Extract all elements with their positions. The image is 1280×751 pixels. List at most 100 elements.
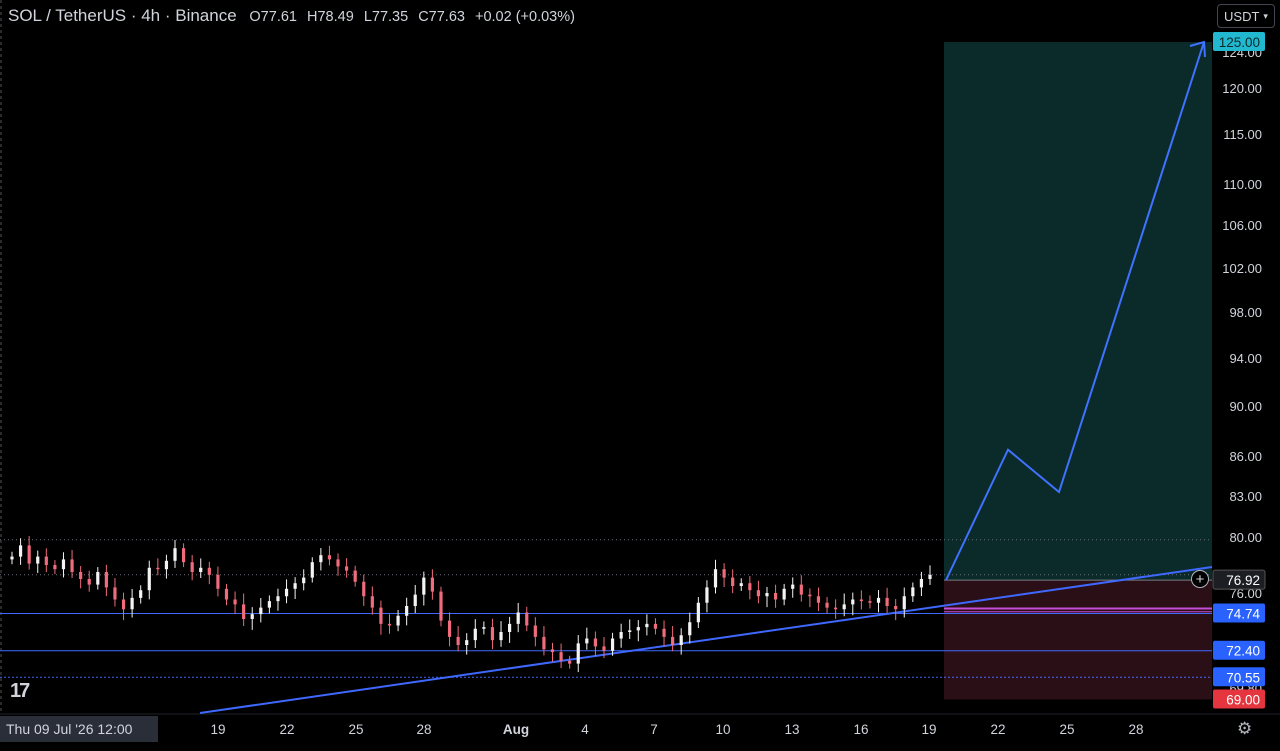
price-label-box: [1213, 32, 1265, 51]
candle-body: [302, 577, 306, 584]
candle-body: [164, 560, 169, 570]
x-tick-label: 19: [921, 722, 936, 737]
candle-body: [619, 632, 623, 639]
candle-body: [851, 599, 855, 605]
candle-body: [516, 612, 520, 624]
candle-body: [430, 577, 434, 592]
x-tick-label: 19: [210, 722, 225, 737]
candle-body: [902, 596, 906, 610]
y-tick-label: 98.00: [1229, 305, 1262, 320]
candle-body: [173, 548, 177, 561]
candle-body: [396, 615, 400, 626]
candle-body: [456, 636, 460, 645]
price-label-box: [1212, 569, 1266, 590]
symbol-title[interactable]: SOL / TetherUS · 4h · Binance: [8, 6, 237, 25]
candle-body: [130, 597, 134, 610]
y-tick-label: 94.00: [1229, 351, 1262, 366]
price-label-text: 72.40: [1226, 644, 1260, 659]
candle-body: [919, 579, 924, 588]
candle-body: [61, 559, 66, 570]
candle-body: [422, 577, 426, 595]
price-label-box: [1213, 689, 1265, 709]
candle-body: [576, 643, 580, 664]
candle-body: [10, 556, 14, 560]
x-tick-label: 25: [348, 722, 363, 737]
candle-body: [199, 567, 203, 572]
candle-body: [688, 622, 692, 636]
candle-body: [284, 588, 289, 597]
crosshair-date-label: Thu 09 Jul '26 12:00: [0, 716, 158, 742]
y-tick-label: 90.00: [1229, 399, 1262, 414]
candle-body: [259, 607, 263, 615]
candle-body: [808, 594, 812, 597]
y-tick-label: 110.00: [1223, 177, 1262, 192]
candle-body: [662, 628, 666, 637]
currency-label: USDT: [1224, 8, 1260, 24]
price-label-box: [1213, 640, 1265, 660]
y-tick-label: 115.00: [1223, 127, 1262, 142]
x-tick-label: Aug: [503, 722, 529, 737]
candle-body: [370, 596, 374, 608]
candle-body: [344, 566, 349, 571]
candle-body: [336, 559, 340, 567]
candle-body: [353, 570, 357, 582]
candle-body: [739, 583, 743, 586]
price-label-text: 70.55: [1226, 670, 1260, 685]
candle-body: [628, 630, 632, 632]
x-tick-label: 28: [416, 722, 431, 737]
candle-body: [825, 602, 829, 608]
candle-body: [748, 583, 752, 591]
candle-body: [585, 638, 589, 644]
candle-body: [53, 565, 57, 570]
x-tick-label: 10: [715, 722, 730, 737]
x-tick-label: 13: [784, 722, 799, 737]
candle-body: [267, 601, 271, 608]
candle-body: [499, 632, 503, 641]
price-label-text: 69.00: [1226, 692, 1260, 707]
gear-icon[interactable]: ⚙: [1237, 719, 1253, 738]
candle-body: [113, 587, 117, 600]
candle-body: [868, 601, 872, 603]
candle-body: [791, 584, 795, 589]
candle-body: [70, 559, 74, 572]
candle-body: [233, 599, 237, 605]
y-tick-label: 106.00: [1222, 218, 1262, 233]
candle-body: [722, 569, 726, 578]
candle-body: [44, 556, 48, 565]
chart-header: SOL / TetherUS · 4h · Binance O77.61 H78…: [8, 6, 581, 26]
price-label-box: [1213, 667, 1265, 687]
candle-body: [542, 636, 546, 650]
y-tick-label: 86.00: [1229, 449, 1262, 464]
candle-body: [207, 567, 211, 575]
candle-body: [413, 594, 417, 606]
price-label-text: 76.92: [1226, 573, 1260, 588]
candle-body: [447, 620, 452, 637]
candle-body: [327, 555, 332, 560]
candle-body: [799, 584, 803, 595]
ohlc-readout: O77.61 H78.49 L77.35 C77.63 +0.02 (+0.03…: [249, 9, 581, 25]
candle-body: [782, 588, 786, 600]
price-label-text: 125.00: [1219, 35, 1260, 50]
candle-body: [405, 606, 409, 616]
candle-body: [568, 660, 572, 664]
candle-body: [276, 596, 280, 602]
currency-dropdown[interactable]: USDT ▾: [1217, 4, 1275, 28]
candle-body: [250, 614, 254, 619]
candle-body: [559, 652, 563, 661]
candle-body: [139, 590, 143, 598]
y-tick-label: 76.00: [1229, 586, 1262, 601]
tradingview-logo-icon[interactable]: 17: [10, 680, 30, 702]
candle-body: [319, 555, 323, 563]
candle-body: [645, 623, 649, 628]
candle-body: [379, 607, 383, 624]
candle-body: [885, 597, 889, 606]
x-tick-label: 4: [581, 722, 589, 737]
candle-body: [550, 649, 555, 653]
candle-body: [911, 587, 915, 597]
x-tick-label: 16: [853, 722, 868, 737]
close-value: C77.63: [418, 9, 465, 25]
y-tick-label: 80.00: [1229, 530, 1262, 545]
candle-body: [653, 623, 658, 629]
plus-circle-icon[interactable]: +: [1191, 570, 1209, 588]
